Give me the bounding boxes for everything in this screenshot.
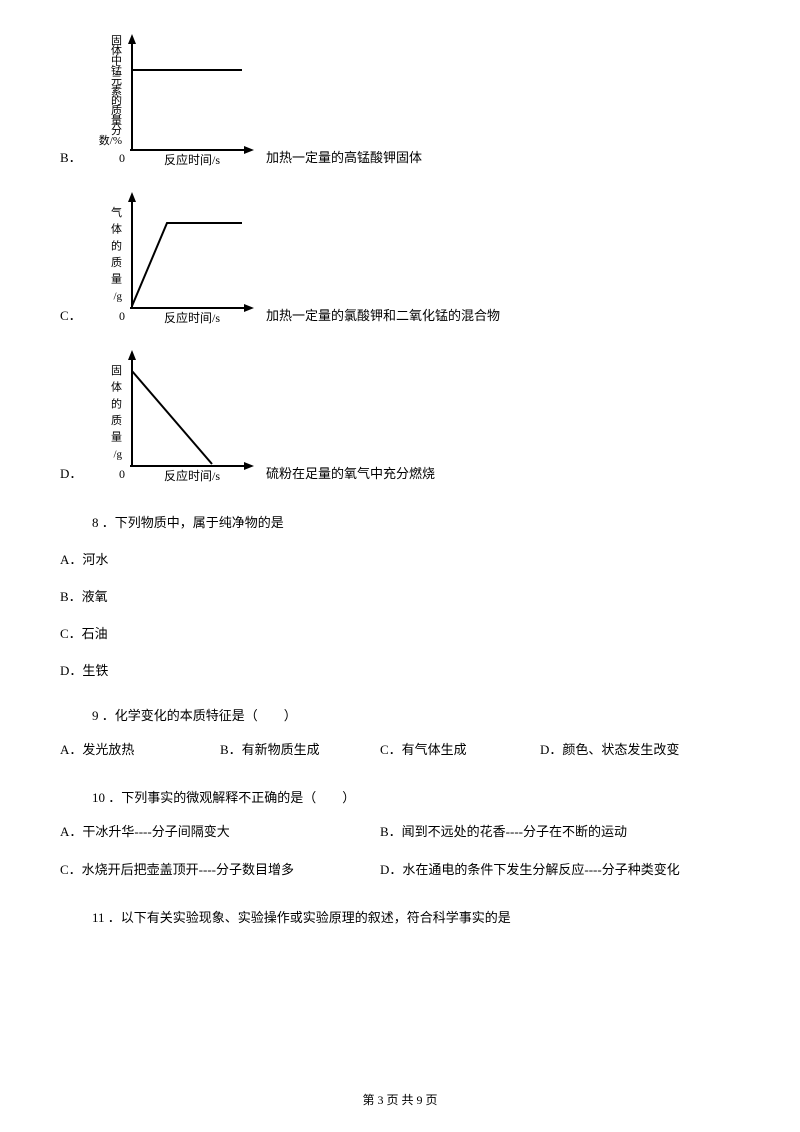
desc-b: 加热一定量的高锰酸钾固体 [266, 147, 422, 170]
q8-opt-a: A．河水 [60, 549, 740, 568]
svg-text:/g: /g [113, 290, 122, 302]
q9-opt-a: A．发光放热 [60, 738, 220, 761]
origin-c: 0 [119, 309, 125, 323]
q9-stem: 9 ．化学变化的本质特征是（ ） [92, 705, 740, 724]
chart-c: 0 反应时间/s 气体的质量/g [92, 188, 262, 328]
option-letter-b: B． [60, 147, 92, 170]
svg-text:质: 质 [111, 256, 122, 269]
option-letter-c: C． [60, 305, 92, 328]
svg-text:的: 的 [111, 238, 122, 252]
svg-text:的: 的 [111, 396, 122, 410]
svg-text:量: 量 [111, 273, 122, 286]
option-letter-d: D． [60, 463, 92, 486]
q8-opt-d: D．生铁 [60, 660, 740, 679]
svg-text:/g: /g [113, 448, 122, 460]
svg-text:质: 质 [111, 414, 122, 427]
chart-b: 0 反应时间/s 固体中锰元素的质量分数/% [92, 30, 262, 170]
q11-stem: 11 ．以下有关实验现象、实验操作或实验原理的叙述，符合科学事实的是 [92, 907, 740, 926]
q8-opt-b: B．液氧 [60, 586, 740, 605]
q8-stem: 8 ．下列物质中，属于纯净物的是 [92, 512, 740, 531]
q9-opt-c: C．有气体生成 [380, 738, 540, 761]
q9-opt-b: B．有新物质生成 [220, 738, 380, 761]
origin-d: 0 [119, 467, 125, 481]
q10-opt-b: B．闻到不远处的花香----分子在不断的运动 [380, 820, 700, 843]
q8-opt-c: C．石油 [60, 623, 740, 642]
desc-c: 加热一定量的氯酸钾和二氧化锰的混合物 [266, 305, 500, 328]
svg-text:气: 气 [111, 205, 122, 219]
chart-d: 0 反应时间/s 固体的质量/g [92, 346, 262, 486]
svg-text:量: 量 [111, 431, 122, 444]
origin-b: 0 [119, 151, 125, 165]
q10-opt-d: D．水在通电的条件下发生分解反应----分子种类变化 [380, 858, 700, 881]
page-footer: 第 3 页 共 9 页 [0, 1091, 800, 1108]
svg-text:数/%: 数/% [99, 134, 122, 147]
svg-text:体: 体 [111, 380, 122, 394]
xlabel-d: 反应时间/s [164, 468, 220, 483]
svg-text:体: 体 [111, 222, 122, 236]
q10-opt-a: A．干冰升华----分子间隔变大 [60, 820, 380, 843]
q9-opt-d: D．颜色、状态发生改变 [540, 738, 700, 761]
q10-opt-c: C．水烧开后把壶盖顶开----分子数目增多 [60, 858, 380, 881]
xlabel-b: 反应时间/s [164, 152, 220, 167]
desc-d: 硫粉在足量的氧气中充分燃烧 [266, 463, 435, 486]
xlabel-c: 反应时间/s [164, 310, 220, 325]
svg-text:固: 固 [111, 364, 122, 377]
q10-stem: 10 ．下列事实的微观解释不正确的是（ ） [92, 787, 740, 806]
